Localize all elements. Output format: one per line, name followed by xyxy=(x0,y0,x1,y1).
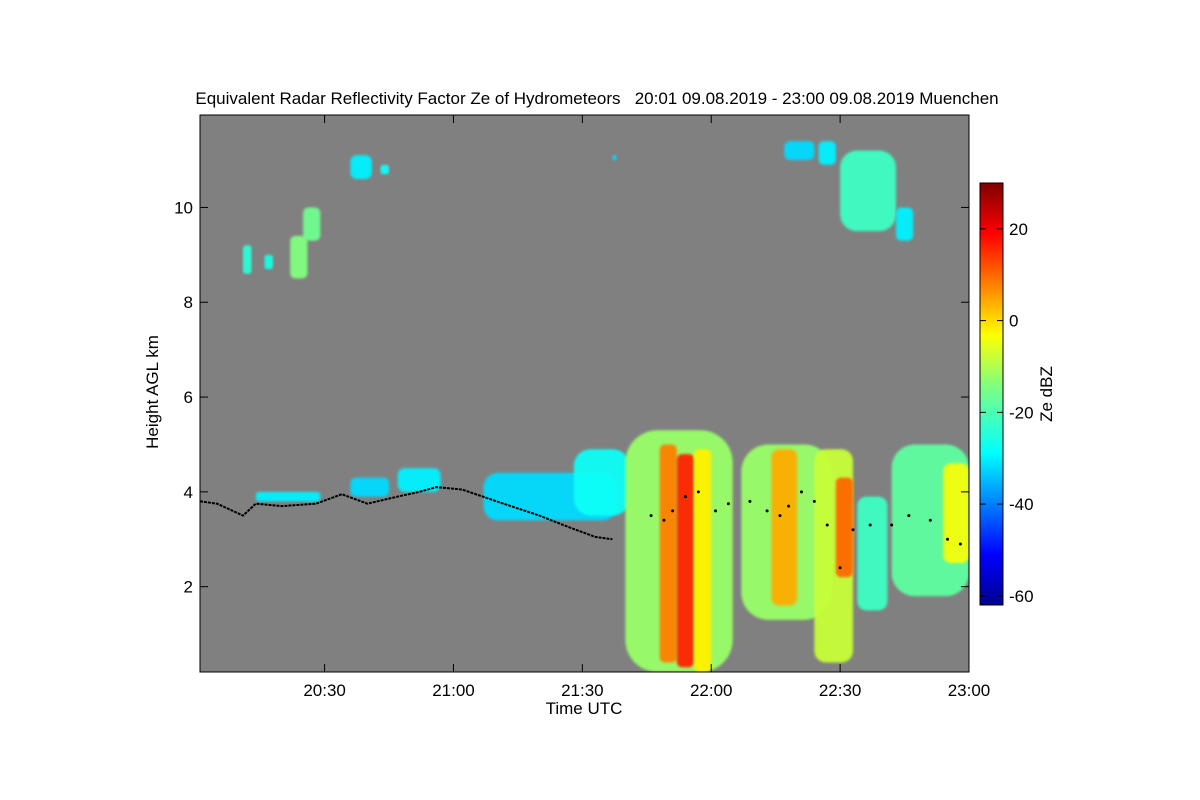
x-tick-label: 22:00 xyxy=(690,681,733,700)
colorbar-tick-label: -40 xyxy=(1009,495,1034,514)
colorbar-tick-label: -60 xyxy=(1009,587,1034,606)
melting-layer-point xyxy=(928,518,932,522)
y-tick-label: 8 xyxy=(184,293,193,312)
echo-region xyxy=(771,449,798,606)
melting-layer-point xyxy=(787,504,791,508)
melting-layer-point xyxy=(662,518,666,522)
melting-layer-point xyxy=(825,523,829,527)
melting-layer-point xyxy=(726,502,730,506)
melting-layer-point xyxy=(890,523,894,527)
melting-layer-point xyxy=(683,495,687,499)
colorbar-ticks: -60 -40 -20 0 20 xyxy=(980,220,1034,606)
melting-layer-point xyxy=(649,514,653,518)
y-tick-label: 4 xyxy=(184,483,193,502)
x-axis-label: Time UTC xyxy=(546,699,623,718)
echo-region xyxy=(943,463,969,563)
echo-region xyxy=(573,449,630,516)
y-tick-label: 6 xyxy=(184,388,193,407)
echo-region xyxy=(659,444,677,663)
chart-title: Equivalent Radar Reflectivity Factor Ze … xyxy=(195,89,998,108)
melting-layer-point xyxy=(799,490,803,494)
echo-layer xyxy=(242,141,969,672)
melting-layer xyxy=(200,486,962,570)
echo-region xyxy=(350,155,372,179)
echo-region xyxy=(397,468,441,492)
echo-region xyxy=(895,207,914,241)
echo-region xyxy=(303,207,321,241)
melting-layer-point xyxy=(812,499,816,503)
melting-layer-point xyxy=(748,499,752,503)
echo-region xyxy=(242,245,252,274)
colorbar-tick-label: -20 xyxy=(1009,403,1034,422)
x-tick-label: 20:30 xyxy=(303,681,346,700)
echo-region xyxy=(676,453,695,668)
melting-layer-point xyxy=(868,523,872,527)
colorbar-tick-label: 0 xyxy=(1009,312,1018,331)
melting-layer-point xyxy=(958,542,962,546)
melting-layer-line xyxy=(200,486,613,541)
y-axis-ticks: 2 4 6 8 10 xyxy=(174,198,969,597)
melting-layer-point xyxy=(907,514,911,518)
melting-layer-point xyxy=(671,509,675,513)
echo-region xyxy=(350,477,390,497)
y-tick-label: 2 xyxy=(184,578,193,597)
colorbar-tick-label: 20 xyxy=(1009,220,1028,239)
melting-layer-point xyxy=(696,490,700,494)
echo-region xyxy=(694,449,712,672)
echo-region xyxy=(264,254,274,270)
echo-region xyxy=(612,155,617,161)
x-tick-label: 21:00 xyxy=(432,681,475,700)
x-axis-ticks: 20:30 21:00 21:30 22:00 22:30 23:00 xyxy=(303,115,990,700)
x-tick-label: 22:30 xyxy=(819,681,862,700)
colorbar-label: Ze dBZ xyxy=(1037,366,1056,422)
echo-region xyxy=(835,477,854,578)
echo-region xyxy=(857,496,888,611)
y-axis-label: Height AGL km xyxy=(143,335,162,449)
echo-region xyxy=(255,491,321,502)
echo-region xyxy=(380,164,390,175)
melting-layer-point xyxy=(778,514,782,518)
melting-layer-point xyxy=(765,509,769,513)
echo-region xyxy=(290,235,308,279)
x-tick-label: 23:00 xyxy=(948,681,991,700)
melting-layer-point xyxy=(851,528,855,532)
colorbar xyxy=(979,182,1004,606)
y-tick-label: 10 xyxy=(174,198,193,217)
echo-region xyxy=(840,150,896,232)
melting-layer-point xyxy=(946,537,950,541)
melting-layer-point xyxy=(714,509,718,513)
melting-layer-point xyxy=(838,566,842,570)
echo-region xyxy=(818,141,836,165)
plot-frame xyxy=(199,114,970,673)
x-tick-label: 21:30 xyxy=(561,681,604,700)
echo-region xyxy=(784,141,815,161)
